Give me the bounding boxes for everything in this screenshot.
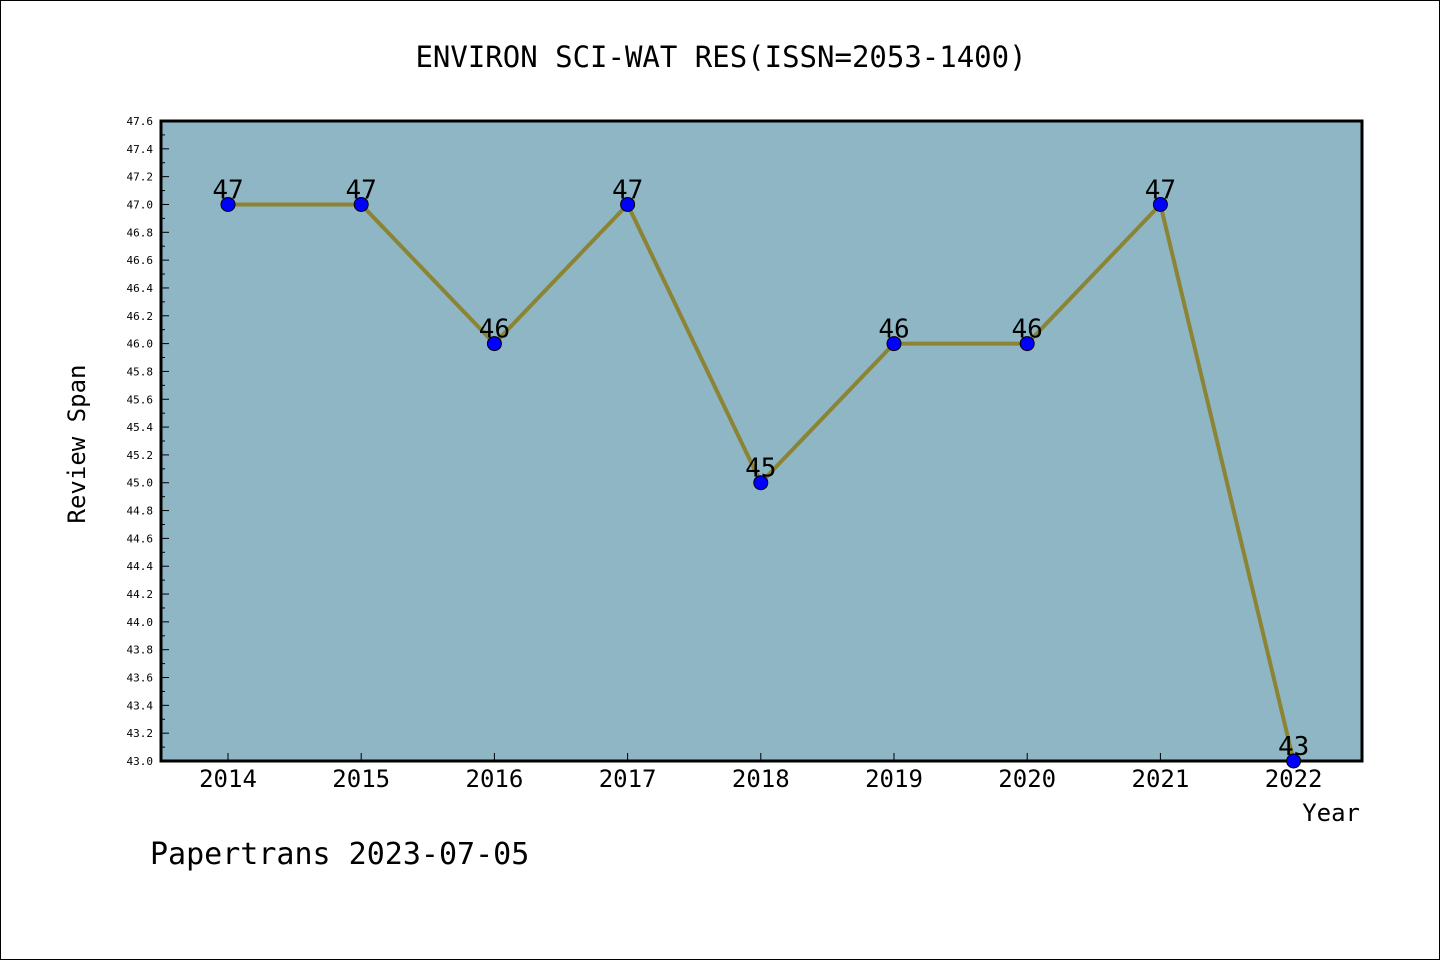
x-tick-label: 2014 <box>199 765 257 793</box>
chart-title: ENVIRON SCI-WAT RES(ISSN=2053-1400) <box>415 40 1026 74</box>
footer-text: Papertrans 2023-07-05 <box>150 837 529 872</box>
x-tick-label: 2015 <box>332 765 390 793</box>
series-line-group: 47 47 46 47 45 46 46 47 43 <box>212 175 1309 769</box>
y-tick-label: 45.8 <box>127 365 154 378</box>
y-axis-label: Review Span <box>63 365 91 524</box>
y-tick-label: 46.4 <box>127 282 154 295</box>
data-label: 46 <box>1012 315 1043 345</box>
y-tick-label: 43.2 <box>127 727 154 740</box>
data-label: 47 <box>612 175 643 205</box>
y-tick-label: 45.2 <box>127 449 154 462</box>
data-point <box>1019 336 1035 352</box>
data-point <box>620 196 636 212</box>
x-tick-label: 2017 <box>599 765 657 793</box>
data-point <box>1286 753 1302 769</box>
data-point <box>486 336 502 352</box>
data-point <box>886 336 902 352</box>
y-tick-label: 44.8 <box>127 505 154 518</box>
y-tick-label: 46.0 <box>127 338 154 351</box>
y-tick-label: 44.2 <box>127 588 154 601</box>
x-tick-label: 2020 <box>998 765 1056 793</box>
x-tick-label: 2018 <box>732 765 790 793</box>
y-tick-label: 47.4 <box>127 143 154 156</box>
plot-area <box>159 119 1364 763</box>
y-tick-label: 45.4 <box>127 421 154 434</box>
y-tick-label: 46.6 <box>127 254 154 267</box>
y-tick-label: 47.6 <box>127 115 154 128</box>
x-tick-label: 2016 <box>466 765 524 793</box>
data-label: 47 <box>1145 175 1176 205</box>
y-tick-label: 45.0 <box>127 477 154 490</box>
x-tick-label: 2021 <box>1132 765 1190 793</box>
data-label: 46 <box>479 315 510 345</box>
y-tick-label: 44.0 <box>127 616 154 629</box>
y-tick-label: 46.2 <box>127 310 154 323</box>
data-label: 46 <box>878 315 909 345</box>
x-axis-label: Year <box>1302 799 1360 827</box>
y-tick-label: 44.6 <box>127 532 154 545</box>
y-tick-label: 44.4 <box>127 560 154 573</box>
data-label: 47 <box>346 175 377 205</box>
y-axis: 43.0 43.2 43.4 43.6 43.8 44.0 44.2 44.4 44.6 44.8… <box>127 115 169 768</box>
x-axis: 2014 2015 2016 2017 2018 2019 2020 2021 2022 <box>199 753 1322 793</box>
y-tick-label: 46.8 <box>127 226 154 239</box>
y-tick-label: 47.2 <box>127 171 154 184</box>
data-point <box>353 196 369 212</box>
y-tick-label: 45.6 <box>127 393 154 406</box>
data-label: 43 <box>1278 732 1309 762</box>
x-tick-label: 2019 <box>865 765 923 793</box>
x-tick-label: 2022 <box>1265 765 1323 793</box>
data-label: 47 <box>212 175 243 205</box>
data-point <box>753 475 769 491</box>
y-tick-label: 43.6 <box>127 672 154 685</box>
y-tick-label: 43.8 <box>127 644 154 657</box>
y-tick-label: 47.0 <box>127 198 154 211</box>
data-point <box>1152 196 1168 212</box>
data-label: 45 <box>745 454 776 484</box>
y-tick-label: 43.0 <box>127 755 154 768</box>
y-tick-label: 43.4 <box>127 699 154 712</box>
data-point <box>220 196 236 212</box>
